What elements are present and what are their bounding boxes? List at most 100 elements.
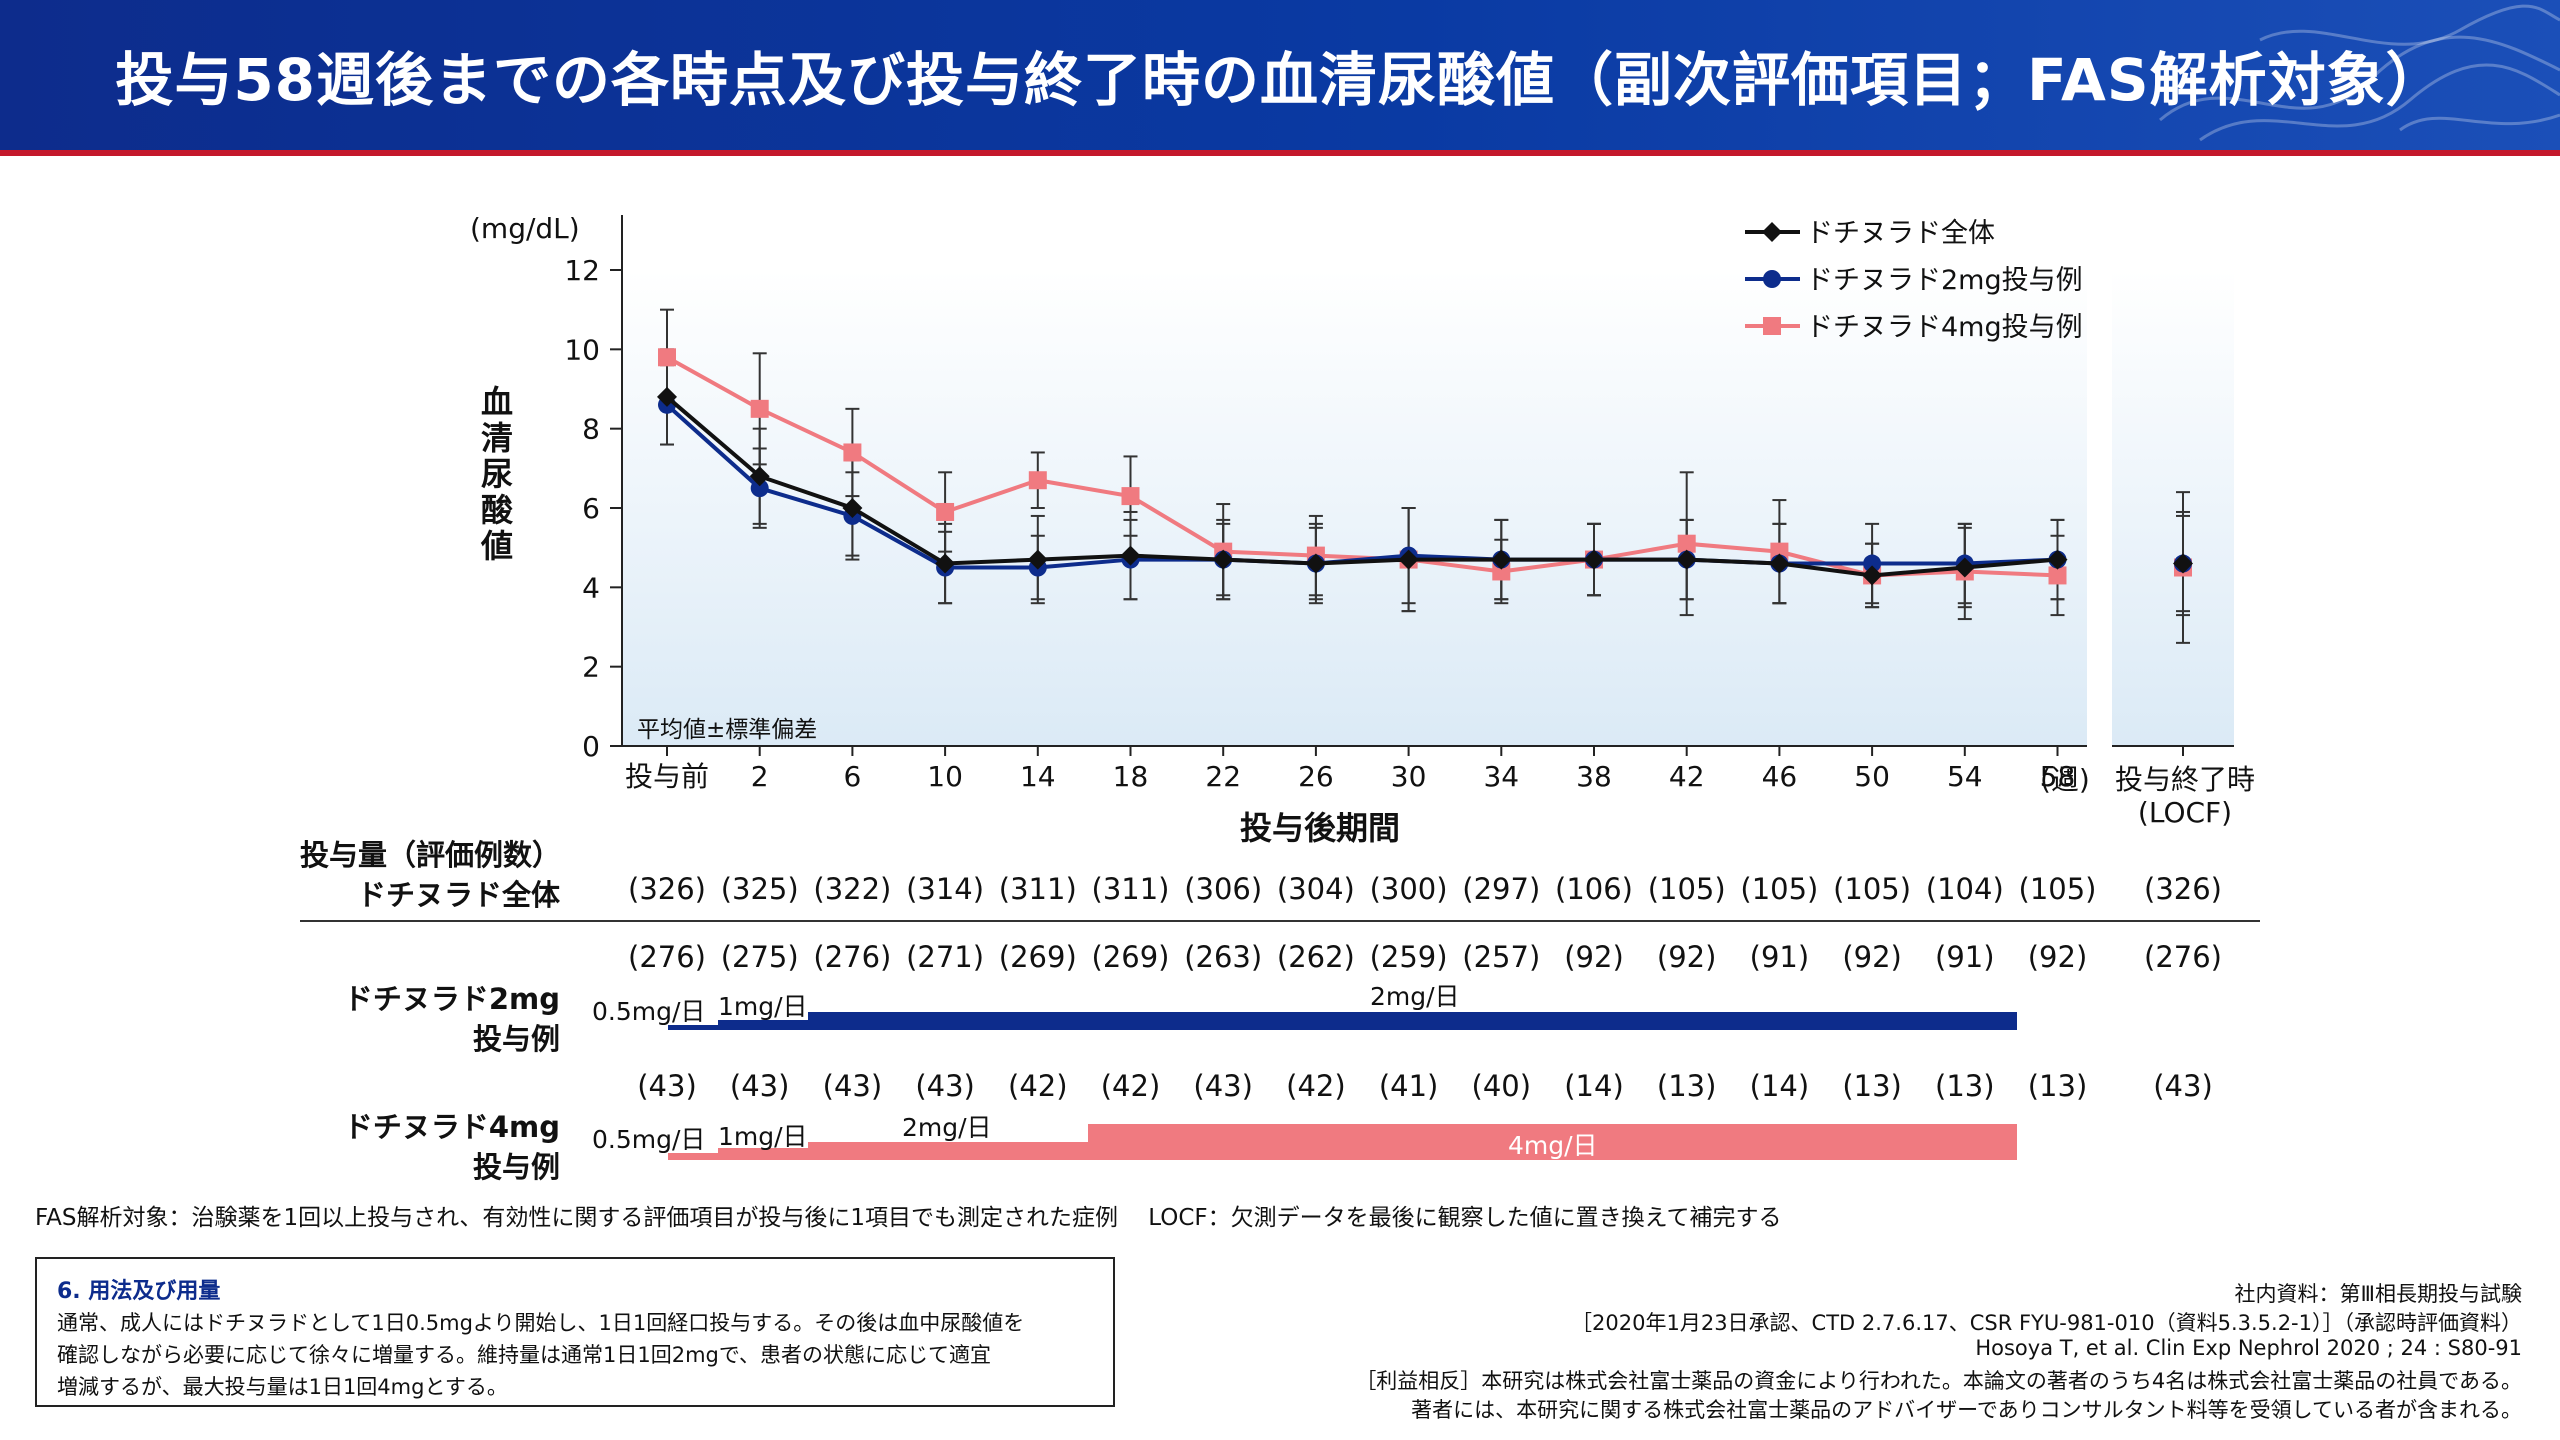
data-point: [842, 498, 863, 518]
reference-2: ［2020年1月23日承認、CTD 2.7.6.17、CSR FYU-981-0…: [1571, 1311, 2522, 1335]
x-tick-label: 42: [1669, 760, 1705, 793]
count-cell: (314): [906, 872, 985, 906]
dose-segment: [668, 1025, 718, 1030]
dose-segment: [668, 1153, 718, 1160]
row-2mg-label-1: ドチヌラド2mg: [343, 982, 560, 1016]
data-point: [936, 502, 955, 521]
x-unit-label: (週): [2040, 763, 2090, 796]
count-cell: (91): [1749, 940, 1810, 974]
data-point: [1213, 549, 1234, 570]
legend-label: ドチヌラド2mg投与例: [1806, 265, 2083, 296]
count-cell: (92): [2027, 940, 2088, 974]
dosage-box: 6. 用法及び用量 通常、成人にはドチヌラドとして1日0.5mgより開始し、1日…: [35, 1257, 1115, 1407]
dose-label: 2mg/日: [902, 1113, 992, 1142]
x-tick-label: 38: [1576, 760, 1612, 793]
dose-segment: [808, 1142, 1088, 1160]
dosage-line-1: 通常、成人にはドチヌラドとして1日0.5mgより開始し、1日1回経口投与する。そ…: [57, 1311, 1025, 1335]
axes: [621, 215, 2234, 747]
data-point: [1305, 553, 1326, 574]
count-cell: (276): [813, 940, 892, 974]
row-4mg-label-1: ドチヌラド4mg: [343, 1110, 560, 1144]
dose-label: 1mg/日: [718, 992, 808, 1021]
x-tick-label: 34: [1483, 760, 1519, 793]
count-cell-locf: (326): [2144, 872, 2222, 906]
data-point: [1120, 545, 1141, 566]
header-bar: [0, 0, 2560, 150]
x-tick-label: 50: [1854, 760, 1890, 793]
count-cell: (105): [1647, 872, 1726, 906]
data-point: [1121, 487, 1140, 506]
legend-marker: [1763, 270, 1781, 288]
count-cell: (105): [1833, 872, 1912, 906]
x-tick-label: 30: [1391, 760, 1427, 793]
count-cell: (43): [1193, 1069, 1253, 1103]
count-cell: (275): [720, 940, 799, 974]
data-point-locf: [2173, 553, 2193, 574]
data-point: [749, 466, 770, 487]
count-cell: (42): [1100, 1069, 1161, 1103]
dose-label: 4mg/日: [1508, 1131, 1598, 1160]
data-point: [1862, 565, 1883, 586]
data-point: [1028, 471, 1047, 490]
data-point: [1491, 549, 1512, 570]
count-cell: (92): [1564, 940, 1624, 974]
count-cell: (257): [1462, 940, 1541, 974]
count-cell: (92): [1656, 940, 1717, 974]
dose-segment: [718, 1020, 808, 1030]
count-cell: (306): [1184, 872, 1263, 906]
y-tick-label: 12: [564, 254, 600, 287]
dose-label: 0.5mg/日: [592, 1125, 706, 1154]
count-cell: (322): [813, 872, 892, 906]
locf-label-line1: 投与終了時: [2114, 763, 2255, 796]
x-tick-label: 10: [927, 760, 963, 793]
count-cell-locf: (43): [2153, 1069, 2213, 1103]
y-unit-label: (mg/dL): [470, 212, 580, 245]
data-point: [657, 386, 677, 407]
series-layer: [657, 308, 2193, 644]
x-tick-label: 26: [1298, 760, 1334, 793]
y-tick-label: 8: [582, 413, 600, 446]
data-point: [750, 479, 769, 498]
x-tick-label: 54: [1947, 760, 1983, 793]
count-cell: (43): [822, 1069, 883, 1103]
dosage-line-3: 増減するが、最大投与量は1日1回4mgとする。: [57, 1375, 508, 1399]
count-cell: (13): [1656, 1069, 1717, 1103]
reference-1: 社内資料：第Ⅲ相長期投与試験: [2234, 1282, 2522, 1306]
x-ticks: 投与前 2 6 10 14 18 22 26 30 34 38 42 46 50 54 58: [625, 746, 2184, 793]
x-tick-label: 18: [1113, 760, 1149, 793]
data-point: [1954, 557, 1975, 578]
count-cell: (311): [1091, 872, 1170, 906]
row-2mg-label-2: 投与例: [472, 1022, 560, 1056]
dose-segment: [1088, 1124, 2017, 1160]
count-cell: (14): [1749, 1069, 1810, 1103]
y-axis-label: 血清尿酸値: [476, 385, 514, 565]
y-tick-label: 0: [582, 730, 600, 763]
y-tick-label: 6: [582, 492, 600, 525]
count-cell: (105): [1740, 872, 1819, 906]
x-tick-label: 22: [1205, 760, 1241, 793]
table-divider: [300, 920, 2260, 922]
count-cell: (43): [637, 1069, 697, 1103]
legend-marker: [1763, 317, 1781, 335]
row-all-label: ドチヌラド全体: [356, 878, 560, 912]
legend-label: ドチヌラド全体: [1806, 218, 1995, 249]
count-cell: (43): [915, 1069, 975, 1103]
data-point: [1584, 549, 1604, 570]
reference-5: 著者には、本研究に関する株式会社富士薬品のアドバイザーでありコンサルタント料等を…: [1411, 1398, 2522, 1422]
count-cell: (13): [2027, 1069, 2088, 1103]
count-cell: (40): [1471, 1069, 1532, 1103]
reference-3: Hosoya T, et al. Clin Exp Nephrol 2020 ;…: [1975, 1336, 2522, 1360]
legend-label: ドチヌラド4mg投与例: [1806, 312, 2083, 343]
count-cell: (271): [906, 940, 985, 974]
count-cell: (13): [1842, 1069, 1902, 1103]
count-cell: (259): [1369, 940, 1448, 974]
count-cell: (91): [1935, 940, 1995, 974]
wave-decoration-icon: [2159, 4, 2560, 142]
dose-label: 1mg/日: [718, 1122, 808, 1151]
count-cell: (262): [1276, 940, 1355, 974]
dose-label: 0.5mg/日: [592, 997, 706, 1026]
count-cell: (304): [1276, 872, 1355, 906]
row-4mg-label-2: 投与例: [472, 1150, 560, 1184]
dosage-line-2: 確認しながら必要に応じて徐々に増量する。維持量は通常1日1回2mgで、患者の状態…: [57, 1343, 992, 1367]
page-title: 投与58週後までの各時点及び投与終了時の血清尿酸値（副次評価項目；FAS解析対象…: [115, 46, 2445, 114]
